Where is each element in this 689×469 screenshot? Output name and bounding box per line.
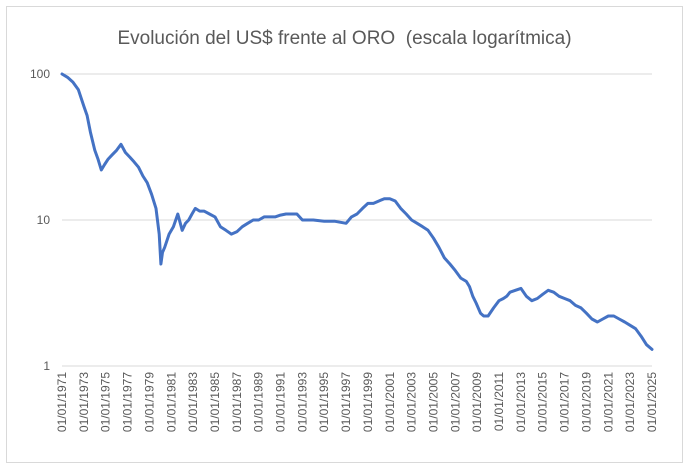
- x-tick-label: 01/01/2005: [426, 372, 440, 432]
- x-tick-label: 01/01/2013: [514, 372, 528, 432]
- x-tick-label: 01/01/1991: [274, 372, 288, 432]
- x-tick-label: 01/01/2025: [645, 372, 659, 432]
- x-tick-label: 01/01/1979: [142, 372, 156, 432]
- x-tick-label: 01/01/2019: [579, 372, 593, 432]
- x-tick-label: 01/01/1973: [77, 372, 91, 432]
- x-tick-label: 01/01/1987: [230, 372, 244, 432]
- y-tick-label: 10: [37, 213, 51, 227]
- series-line: [60, 72, 654, 351]
- chart-area: [6, 6, 683, 463]
- x-tick-label: 01/01/2007: [448, 372, 462, 432]
- x-tick-label: 01/01/2003: [405, 372, 419, 432]
- x-tick-label: 01/01/2015: [536, 372, 550, 432]
- x-tick-label: 01/01/1999: [361, 372, 375, 432]
- x-tick-label: 01/01/2009: [470, 372, 484, 432]
- x-tick-label: 01/01/1975: [99, 372, 113, 432]
- y-tick-label: 100: [30, 67, 50, 81]
- x-tick-label: 01/01/1993: [295, 372, 309, 432]
- x-tick-label: 01/01/1983: [186, 372, 200, 432]
- y-tick-label: 1: [43, 359, 50, 373]
- x-tick-label: 01/01/2021: [601, 372, 615, 432]
- x-tick-label: 01/01/1971: [55, 372, 69, 432]
- x-tick-label: 01/01/1977: [121, 372, 135, 432]
- x-tick-label: 01/01/1989: [252, 372, 266, 432]
- x-tick-label: 01/01/2011: [492, 372, 506, 431]
- chart-title: Evolución del US$ frente al ORO (escala …: [117, 28, 572, 49]
- x-tick-label: 01/01/2001: [383, 372, 397, 432]
- x-tick-label: 01/01/1995: [317, 372, 331, 432]
- x-tick-label: 01/01/1985: [208, 372, 222, 432]
- x-tick-label: 01/01/2023: [623, 372, 637, 432]
- x-tick-label: 01/01/1981: [164, 372, 178, 432]
- x-tick-label: 01/01/1997: [339, 372, 353, 432]
- x-tick-label: 01/01/2017: [558, 372, 572, 432]
